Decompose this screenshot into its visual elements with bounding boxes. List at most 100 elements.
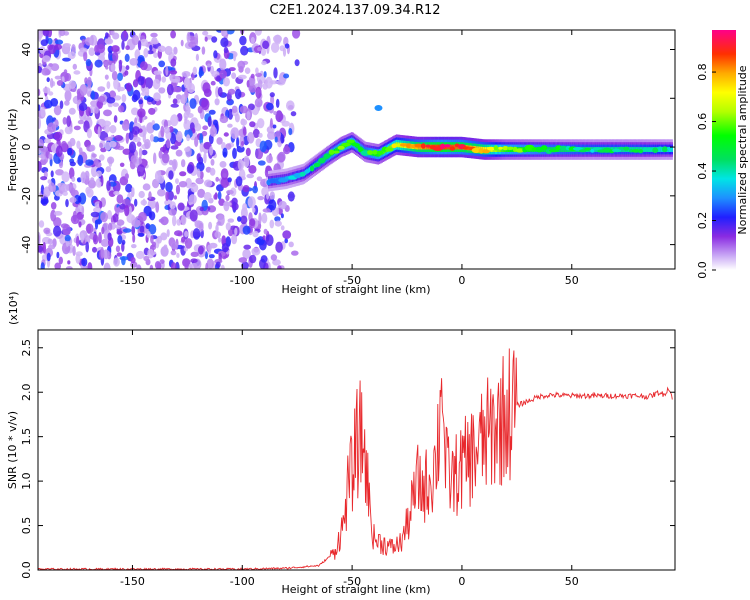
spectrogram-y-axis-title: Frequency (Hz) [6, 109, 19, 192]
noise-speckle [97, 181, 102, 186]
noise-speckle [147, 50, 154, 55]
noise-speckle [76, 140, 81, 149]
noise-speckle [213, 194, 217, 200]
noise-speckle [113, 257, 120, 267]
noise-speckle [263, 71, 267, 78]
noise-speckle [274, 220, 282, 227]
signal-blob [293, 172, 302, 179]
signal-blob [531, 147, 538, 151]
noise-speckle [254, 97, 263, 108]
noise-speckle [129, 58, 138, 66]
noise-speckle [216, 75, 221, 82]
noise-speckle [190, 251, 199, 257]
noise-speckle [216, 137, 223, 145]
noise-speckle [91, 153, 97, 158]
noise-speckle [61, 171, 70, 183]
noise-speckle [181, 71, 191, 78]
noise-speckle [215, 261, 221, 268]
signal-blob [385, 147, 394, 152]
noise-speckle [282, 47, 287, 57]
noise-speckle [199, 206, 205, 212]
noise-speckle [189, 98, 197, 109]
noise-speckle [121, 40, 125, 50]
noise-speckle [209, 167, 216, 176]
noise-speckle [288, 128, 293, 136]
noise-speckle [270, 254, 278, 261]
noise-speckle [47, 238, 53, 245]
noise-speckle [226, 30, 235, 35]
signal-blob [536, 146, 543, 153]
noise-speckle [290, 111, 297, 117]
noise-speckle [70, 187, 76, 196]
noise-speckle [197, 105, 203, 114]
noise-speckle [223, 200, 230, 212]
noise-speckle [246, 173, 254, 179]
signal-blob [332, 150, 340, 154]
noise-speckle [67, 51, 76, 60]
signal-band [424, 144, 427, 150]
noise-speckle [50, 170, 54, 178]
noise-speckle [170, 114, 179, 127]
noise-speckle [273, 34, 282, 44]
noise-speckle [143, 255, 150, 262]
noise-speckle [170, 103, 179, 108]
noise-speckle [243, 155, 250, 168]
noise-speckle [99, 142, 104, 149]
noise-speckle [205, 262, 209, 269]
noise-speckle [199, 133, 204, 145]
noise-speckle [164, 126, 170, 134]
x-tick-label: 0 [458, 274, 465, 287]
noise-speckle [54, 262, 61, 269]
noise-speckle [249, 78, 255, 87]
noise-speckle [125, 45, 130, 51]
signal-blob [590, 149, 595, 153]
signal-blob [487, 146, 495, 151]
noise-speckle [254, 30, 262, 36]
noise-speckle [88, 47, 95, 56]
noise-speckle [231, 234, 238, 245]
noise-speckle [161, 152, 170, 164]
colorbar-ticks: 0.0 0.2 0.4 0.6 0.8 [696, 63, 716, 279]
signal-blob [584, 147, 591, 151]
noise-speckle [80, 171, 86, 184]
noise-speckle [140, 38, 149, 47]
signal-blob [498, 146, 503, 150]
signal-blob [502, 146, 509, 151]
noise-speckle [58, 256, 63, 265]
noise-speckle [118, 105, 125, 113]
noise-speckle [237, 216, 242, 222]
noise-speckle [252, 128, 260, 138]
noise-speckle [87, 76, 92, 88]
noise-speckle [257, 118, 265, 129]
noise-speckle [227, 88, 236, 95]
noise-speckle [53, 44, 63, 50]
noise-speckle [268, 199, 277, 211]
noise-speckle [85, 59, 92, 67]
noise-speckle [170, 250, 177, 256]
noise-speckle [174, 76, 181, 83]
noise-speckle [217, 191, 222, 200]
noise-speckle [40, 106, 46, 118]
noise-speckle [192, 228, 201, 240]
noise-speckle [66, 115, 71, 127]
signal-blob [376, 150, 383, 155]
noise-speckle [267, 131, 276, 140]
noise-speckle [174, 230, 183, 237]
noise-speckle [225, 222, 231, 231]
noise-speckle [237, 74, 247, 80]
noise-speckle [132, 89, 141, 101]
signal-band [390, 144, 393, 150]
noise-speckle [109, 125, 117, 134]
noise-speckle [131, 107, 139, 116]
noise-speckle [170, 132, 176, 145]
noise-speckle [176, 253, 180, 258]
noise-speckle [157, 45, 166, 53]
noise-speckle [247, 196, 256, 209]
noise-speckle [257, 46, 262, 52]
signal-blob [515, 148, 525, 153]
noise-speckle [257, 160, 266, 166]
noise-speckle [145, 87, 150, 97]
noise-speckle [160, 232, 168, 241]
noise-speckle [56, 80, 64, 86]
noise-speckle [223, 46, 229, 54]
